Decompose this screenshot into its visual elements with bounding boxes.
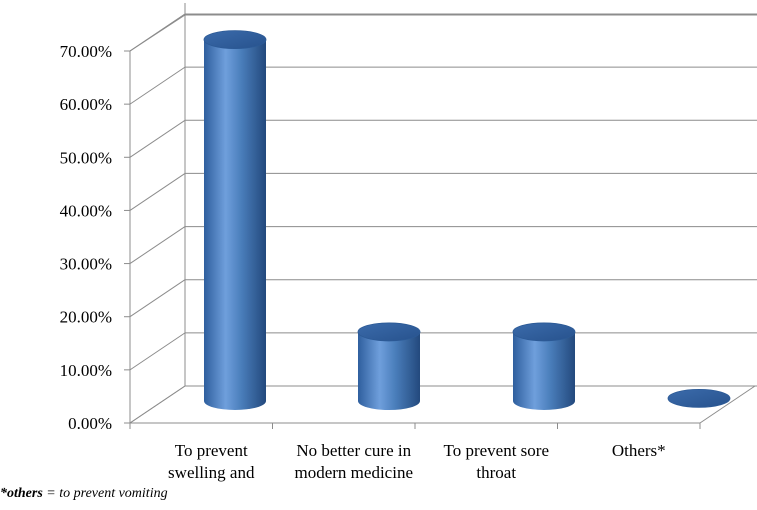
bar-top [357,322,421,342]
gridline-side [129,173,186,211]
x-category-label: throat [476,463,516,482]
footnote: *others = to prevent vomiting [0,486,168,502]
footnote-text: = to prevent vomiting [42,486,168,501]
x-category-label: No better cure in [296,441,411,460]
bar [667,388,731,408]
floor-left-edge [129,385,186,424]
y-tick-label: 0.00% [68,414,112,433]
gridline-side [129,119,186,158]
y-tick-label: 30.00% [60,255,112,274]
x-category-label: To prevent [175,441,248,460]
gridline-side [129,332,186,371]
gridlines [124,13,757,424]
y-axis-ticks: 0.00% 10.00% 20.00% 30.00% 40.00% 50.00% 60.00… [60,42,112,433]
bar [512,322,576,410]
bar-top [512,322,576,342]
x-axis-labels: To prevent swelling and No better cure in m… [168,441,666,482]
y-tick-label: 60.00% [60,95,112,114]
footnote-bold: *others [0,486,43,501]
bars [203,30,731,410]
y-tick-label: 70.00% [60,42,112,61]
y-tick-label: 20.00% [60,308,112,327]
gridline-side [129,279,186,318]
y-tick-label: 40.00% [60,201,112,220]
bar-body [513,331,575,410]
bar [203,30,267,410]
y-tick-label: 50.00% [60,148,112,167]
bar-chart: 0.00% 10.00% 20.00% 30.00% 40.00% 50.00% 60.00… [60,3,757,482]
x-category-label: Others* [612,441,666,460]
bar-body [204,39,266,410]
bar-top [667,388,731,408]
floor-right-edge [699,385,756,424]
bar [357,322,421,410]
gridline-side [129,66,186,105]
x-category-label: To prevent sore [444,441,550,460]
bar-top [203,30,267,50]
gridline-side [129,226,186,264]
gridline-side [129,14,186,52]
x-category-label: modern medicine [295,463,414,482]
chart-walls [129,3,756,429]
x-category-label: swelling and [168,463,255,482]
bar-body [358,331,420,410]
y-tick-label: 10.00% [60,361,112,380]
